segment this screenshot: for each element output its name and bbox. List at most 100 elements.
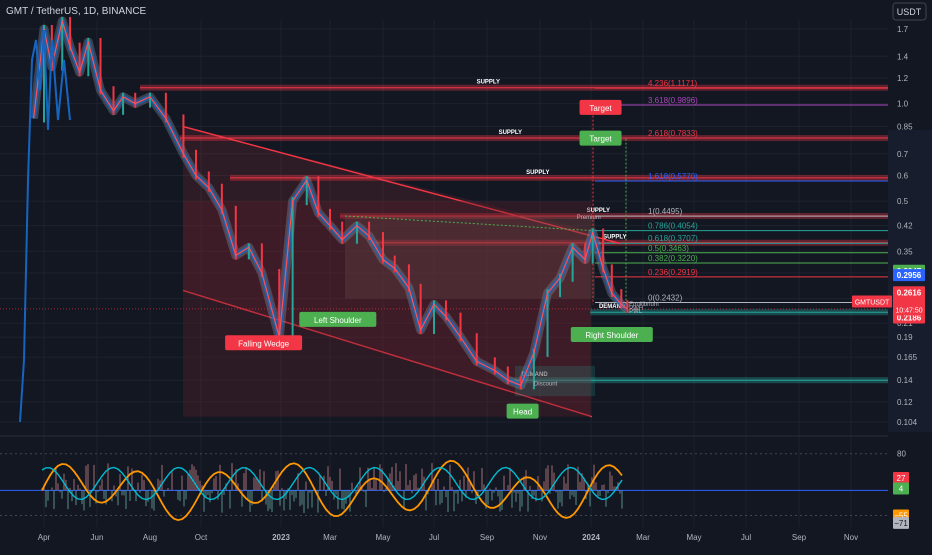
- fib-label: 4.236(1.1171): [648, 79, 698, 88]
- price-label-box: [893, 269, 925, 282]
- fib-label: 1(0.4495): [648, 207, 683, 216]
- oscillator-pane: [0, 453, 888, 522]
- annotation-text: Premium: [577, 215, 601, 221]
- pattern-label-text: Target: [589, 135, 612, 144]
- price-label-text: 0.2616: [897, 288, 922, 297]
- osc-label-text: −55: [894, 512, 908, 521]
- osc-line-orange: [41, 459, 623, 522]
- ticker-badge-text: GMTUSDT: [855, 299, 890, 306]
- listing-spike: [19, 29, 71, 423]
- osc-line-cyan: [41, 466, 623, 501]
- currency-button[interactable]: USDT: [892, 2, 927, 21]
- time-tick-label: Mar: [636, 533, 650, 542]
- pattern-label-text: Target: [589, 104, 612, 113]
- falling-wedge-area: [183, 126, 590, 417]
- time-tick-label: May: [375, 533, 390, 542]
- time-tick-label: Jul: [429, 533, 439, 542]
- price-label-text: 0.2956: [897, 271, 922, 280]
- chart-title: GMT / TetherUS, 1D, BINANCE: [6, 6, 147, 17]
- zone-label: SUPPLY: [477, 80, 500, 86]
- pattern-label-text: Head: [513, 408, 532, 417]
- zone-label: SUPPLY: [587, 208, 610, 214]
- price-axis[interactable]: 1.71.41.21.00.850.70.60.50.420.350.30.25…: [0, 25, 925, 529]
- time-tick-label: Apr: [38, 533, 51, 542]
- pattern-labels: Left Shoulder Head Right Shoulder Falling W…: [225, 99, 659, 419]
- price-tick-label: 0.21: [897, 319, 913, 328]
- time-tick-label: May: [686, 533, 701, 542]
- time-tick-label: Sep: [792, 533, 807, 542]
- pattern-label-box: [579, 130, 622, 146]
- time-tick-label: Nov: [844, 533, 858, 542]
- fib-label: 0.786(0.4054): [648, 222, 698, 231]
- fib-label: 0.618(0.3707): [648, 234, 698, 243]
- fib-label: 0.236(0.2919): [648, 268, 698, 277]
- osc-label-text: −71: [894, 519, 908, 528]
- price-tick-label: 1.7: [897, 25, 909, 34]
- wedge-lower-trendline: [182, 289, 593, 418]
- osc-label-box: [893, 482, 909, 495]
- price-tick-label: 0.35: [897, 247, 913, 256]
- price-tick-label: 0.104: [897, 418, 918, 427]
- pattern-label-box: [579, 99, 622, 115]
- pattern-label-box: [506, 403, 539, 419]
- price-tick-label: 0.14: [897, 376, 913, 385]
- countdown-text: 10:47:50: [895, 307, 922, 314]
- fib-label: 3.618(0.9896): [648, 96, 698, 105]
- zone-label: DEMAND: [599, 304, 626, 310]
- zone-label: SUPPLY: [603, 235, 626, 241]
- price-tick-label: 0.12: [897, 398, 913, 407]
- price-tick-label: 0.19: [897, 333, 913, 342]
- fib-label: 1.618(0.5770): [648, 172, 698, 181]
- price-label-text: 0.2186: [897, 314, 922, 323]
- price-tick-label: 0.6: [897, 171, 909, 180]
- osc-label-box: [893, 516, 909, 529]
- time-tick-label: Jul: [741, 533, 751, 542]
- fib-label: 0.382(0.3220): [648, 254, 698, 263]
- zone-label: SUPPLY: [499, 130, 522, 136]
- pattern-label-text: Falling Wedge: [238, 339, 290, 348]
- osc-tick-label: 80: [897, 450, 906, 459]
- fib-levels: 4.236(1.1171) 3.618(0.9896) 2.618(0.7833) 1…: [595, 79, 888, 304]
- pattern-label-box: [570, 327, 653, 343]
- time-tick-label: Mar: [323, 533, 337, 542]
- price-tick-label: 0.165: [897, 353, 918, 362]
- time-tick-label: Nov: [533, 533, 547, 542]
- time-axis[interactable]: Apr Jun Aug Oct 2023 Mar May Jul Sep Nov 2024 Mar Ma…: [38, 533, 858, 542]
- neckline: [344, 215, 596, 232]
- fib-label: 0(0.2432): [648, 294, 683, 303]
- price-label-box: [893, 286, 925, 299]
- time-tick-label: Sep: [480, 533, 495, 542]
- pattern-label-text: Left Shoulder: [314, 316, 362, 325]
- pattern-label-text: Right Shoulder: [585, 331, 638, 340]
- price-tick-label: 0.42: [897, 222, 913, 231]
- annotation-text: PWL: [629, 309, 643, 315]
- price-tick-label: 1.2: [897, 74, 909, 83]
- pattern-label-box: [225, 335, 303, 351]
- time-tick-label: Jun: [91, 533, 104, 542]
- annotation-text: Equilibrium: [629, 302, 659, 308]
- price-tick-label: 1.0: [897, 100, 909, 109]
- price-tick-label: 0.5: [897, 197, 909, 206]
- price-tick-label: 0.7: [897, 150, 909, 159]
- fib-label: 0.5(0.3463): [648, 244, 689, 253]
- zone-label: SUPPLY: [526, 170, 549, 176]
- time-tick-label: 2024: [582, 533, 600, 542]
- fib-label: 2.618(0.7833): [648, 129, 698, 138]
- ticker-badge: [852, 295, 892, 308]
- annotation-text: Discount: [534, 381, 558, 387]
- price-tick-label: 1.4: [897, 52, 909, 61]
- time-tick-label: Aug: [143, 533, 157, 542]
- countdown-box: [893, 295, 925, 316]
- price-series: [19, 16, 631, 423]
- time-tick-label: 2023: [272, 533, 290, 542]
- price-tick-label: 0.85: [897, 122, 913, 131]
- wedge-upper-trendline: [182, 125, 621, 245]
- pattern-label-box: [299, 311, 377, 327]
- osc-label-text: 27: [897, 474, 906, 483]
- currency-label: USDT: [897, 7, 922, 17]
- time-tick-label: Oct: [195, 533, 208, 542]
- osc-label-box: [893, 472, 909, 485]
